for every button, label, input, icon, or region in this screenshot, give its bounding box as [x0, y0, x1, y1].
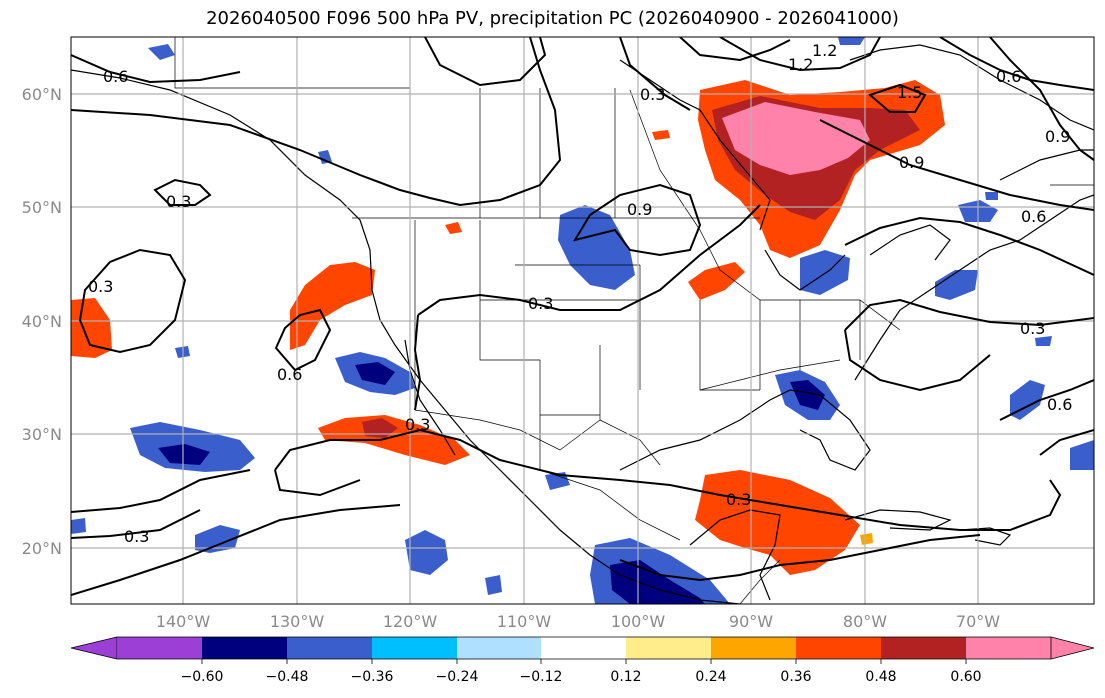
precip-positive-region: [290, 262, 375, 350]
lon-label: 120°W: [383, 612, 438, 631]
colorbar-tick-label: 0.48: [865, 669, 896, 685]
colorbar-tick-label: −0.60: [181, 669, 224, 685]
colorbar-low-extension: [70, 636, 118, 660]
precip-strong-positive: [362, 418, 398, 438]
precip-negative-region: [985, 192, 998, 200]
lon-label: 130°W: [270, 612, 325, 631]
lon-label: 100°W: [611, 612, 666, 631]
contour-label: 0.3: [640, 85, 665, 104]
precip-negative-region: [485, 575, 502, 595]
contour-label: 0.9: [899, 153, 924, 172]
contour-label: 0.3: [124, 527, 149, 546]
precip-negative-region: [405, 530, 448, 575]
precip-negative-region: [71, 518, 86, 534]
colorbar-swatch: [881, 637, 966, 659]
colorbar-swatch: [711, 637, 796, 659]
lon-label: 110°W: [497, 612, 552, 631]
contour-label: 0.3: [528, 294, 553, 313]
contour-label: 0.6: [1021, 207, 1046, 226]
precip-positive-region: [652, 130, 670, 140]
precip-shading: [71, 37, 1094, 604]
precip-negative-region: [838, 37, 865, 45]
lat-label: 60°N: [22, 85, 62, 104]
colorbar-swatch: [117, 637, 202, 659]
colorbar-tick-label: −0.12: [520, 669, 563, 685]
precip-positive-region: [445, 222, 462, 234]
colorbar-outline: [117, 636, 1051, 660]
longitude-labels: 140°W 130°W 120°W 110°W 100°W 90°W 80°W …: [156, 612, 1000, 631]
contour-label: 0.3: [405, 415, 430, 434]
colorbar-tick-label: −0.48: [266, 669, 309, 685]
colorbar-tick-label: 0.12: [610, 669, 641, 685]
colorbar-swatch: [966, 637, 1051, 659]
latitude-labels: 60°N 50°N 40°N 30°N 20°N: [22, 85, 62, 558]
lat-label: 20°N: [22, 539, 62, 558]
colorbar-swatch: [287, 637, 372, 659]
contour-label: 0.3: [1020, 319, 1045, 338]
precip-negative-region: [195, 525, 240, 553]
precip-positive-region: [860, 533, 873, 545]
colorbar-tick-label: 0.36: [780, 669, 811, 685]
precip-negative-region: [800, 250, 850, 295]
chart-title: 2026040500 F096 500 hPa PV, precipitatio…: [206, 8, 899, 29]
colorbar-swatch: [541, 637, 626, 659]
precip-positive-region: [318, 415, 470, 465]
precip-negative-region: [935, 270, 978, 300]
precip-strong-negative: [158, 444, 210, 465]
contour-label: 1.2: [812, 41, 837, 60]
lat-label: 40°N: [22, 312, 62, 331]
lon-label: 90°W: [729, 612, 773, 631]
colorbar-tick-label: 0.24: [695, 669, 726, 685]
colorbar: −0.60 −0.48 −0.36 −0.24 −0.12 0.12 0.24 …: [70, 636, 1095, 685]
lon-label: 140°W: [156, 612, 211, 631]
map-frame: [70, 36, 1095, 605]
precip-negative-region: [545, 472, 570, 490]
contour-label: 0.9: [627, 200, 652, 219]
colorbar-high-extension: [1050, 636, 1095, 660]
colorbar-swatch: [626, 637, 711, 659]
contour-label: 0.6: [103, 67, 128, 86]
precip-strong-negative: [355, 362, 395, 385]
colorbar-tick-label: −0.24: [436, 669, 479, 685]
contour-label: 0.6: [277, 365, 302, 384]
lon-label: 80°W: [843, 612, 887, 631]
precip-strong-negative: [790, 380, 825, 410]
lon-label: 70°W: [956, 612, 1000, 631]
contour-label: 1.2: [788, 55, 813, 74]
colorbar-swatch: [457, 637, 541, 659]
contour-label: 1.5: [897, 83, 922, 102]
colorbar-tick-label: 0.60: [950, 669, 981, 685]
colorbar-ticks: [201, 659, 967, 664]
contour-label: 0.3: [166, 192, 191, 211]
colorbar-swatch: [202, 637, 287, 659]
lat-label: 50°N: [22, 198, 62, 217]
contour-label: 0.3: [88, 277, 113, 296]
contour-label: 0.3: [726, 490, 751, 509]
colorbar-tick-label: −0.36: [351, 669, 394, 685]
precip-positive-region: [688, 262, 745, 300]
coastlines: [71, 44, 1094, 604]
precip-negative-region: [1035, 336, 1052, 346]
precip-positive-region: [695, 470, 860, 575]
precip-strong-negative: [610, 560, 705, 604]
precip-negative-region: [148, 44, 175, 60]
pv-contours: [71, 37, 1094, 596]
precip-extreme-positive: [722, 102, 870, 175]
precip-negative-region: [318, 150, 332, 164]
precip-negative-region: [558, 205, 635, 290]
colorbar-swatch: [372, 637, 457, 659]
contour-label-group: 0.6 0.3 0.3 0.3 0.6 0.3 0.3 0.9 0.3 1.2 …: [88, 41, 1072, 546]
contour-label: 0.9: [1045, 127, 1070, 146]
political-borders: [174, 37, 1094, 604]
precip-negative-region: [1070, 440, 1094, 470]
contour-label: 0.6: [1047, 395, 1072, 414]
contour-label: 0.6: [996, 67, 1021, 86]
colorbar-swatch: [796, 637, 881, 659]
lat-label: 30°N: [22, 425, 62, 444]
